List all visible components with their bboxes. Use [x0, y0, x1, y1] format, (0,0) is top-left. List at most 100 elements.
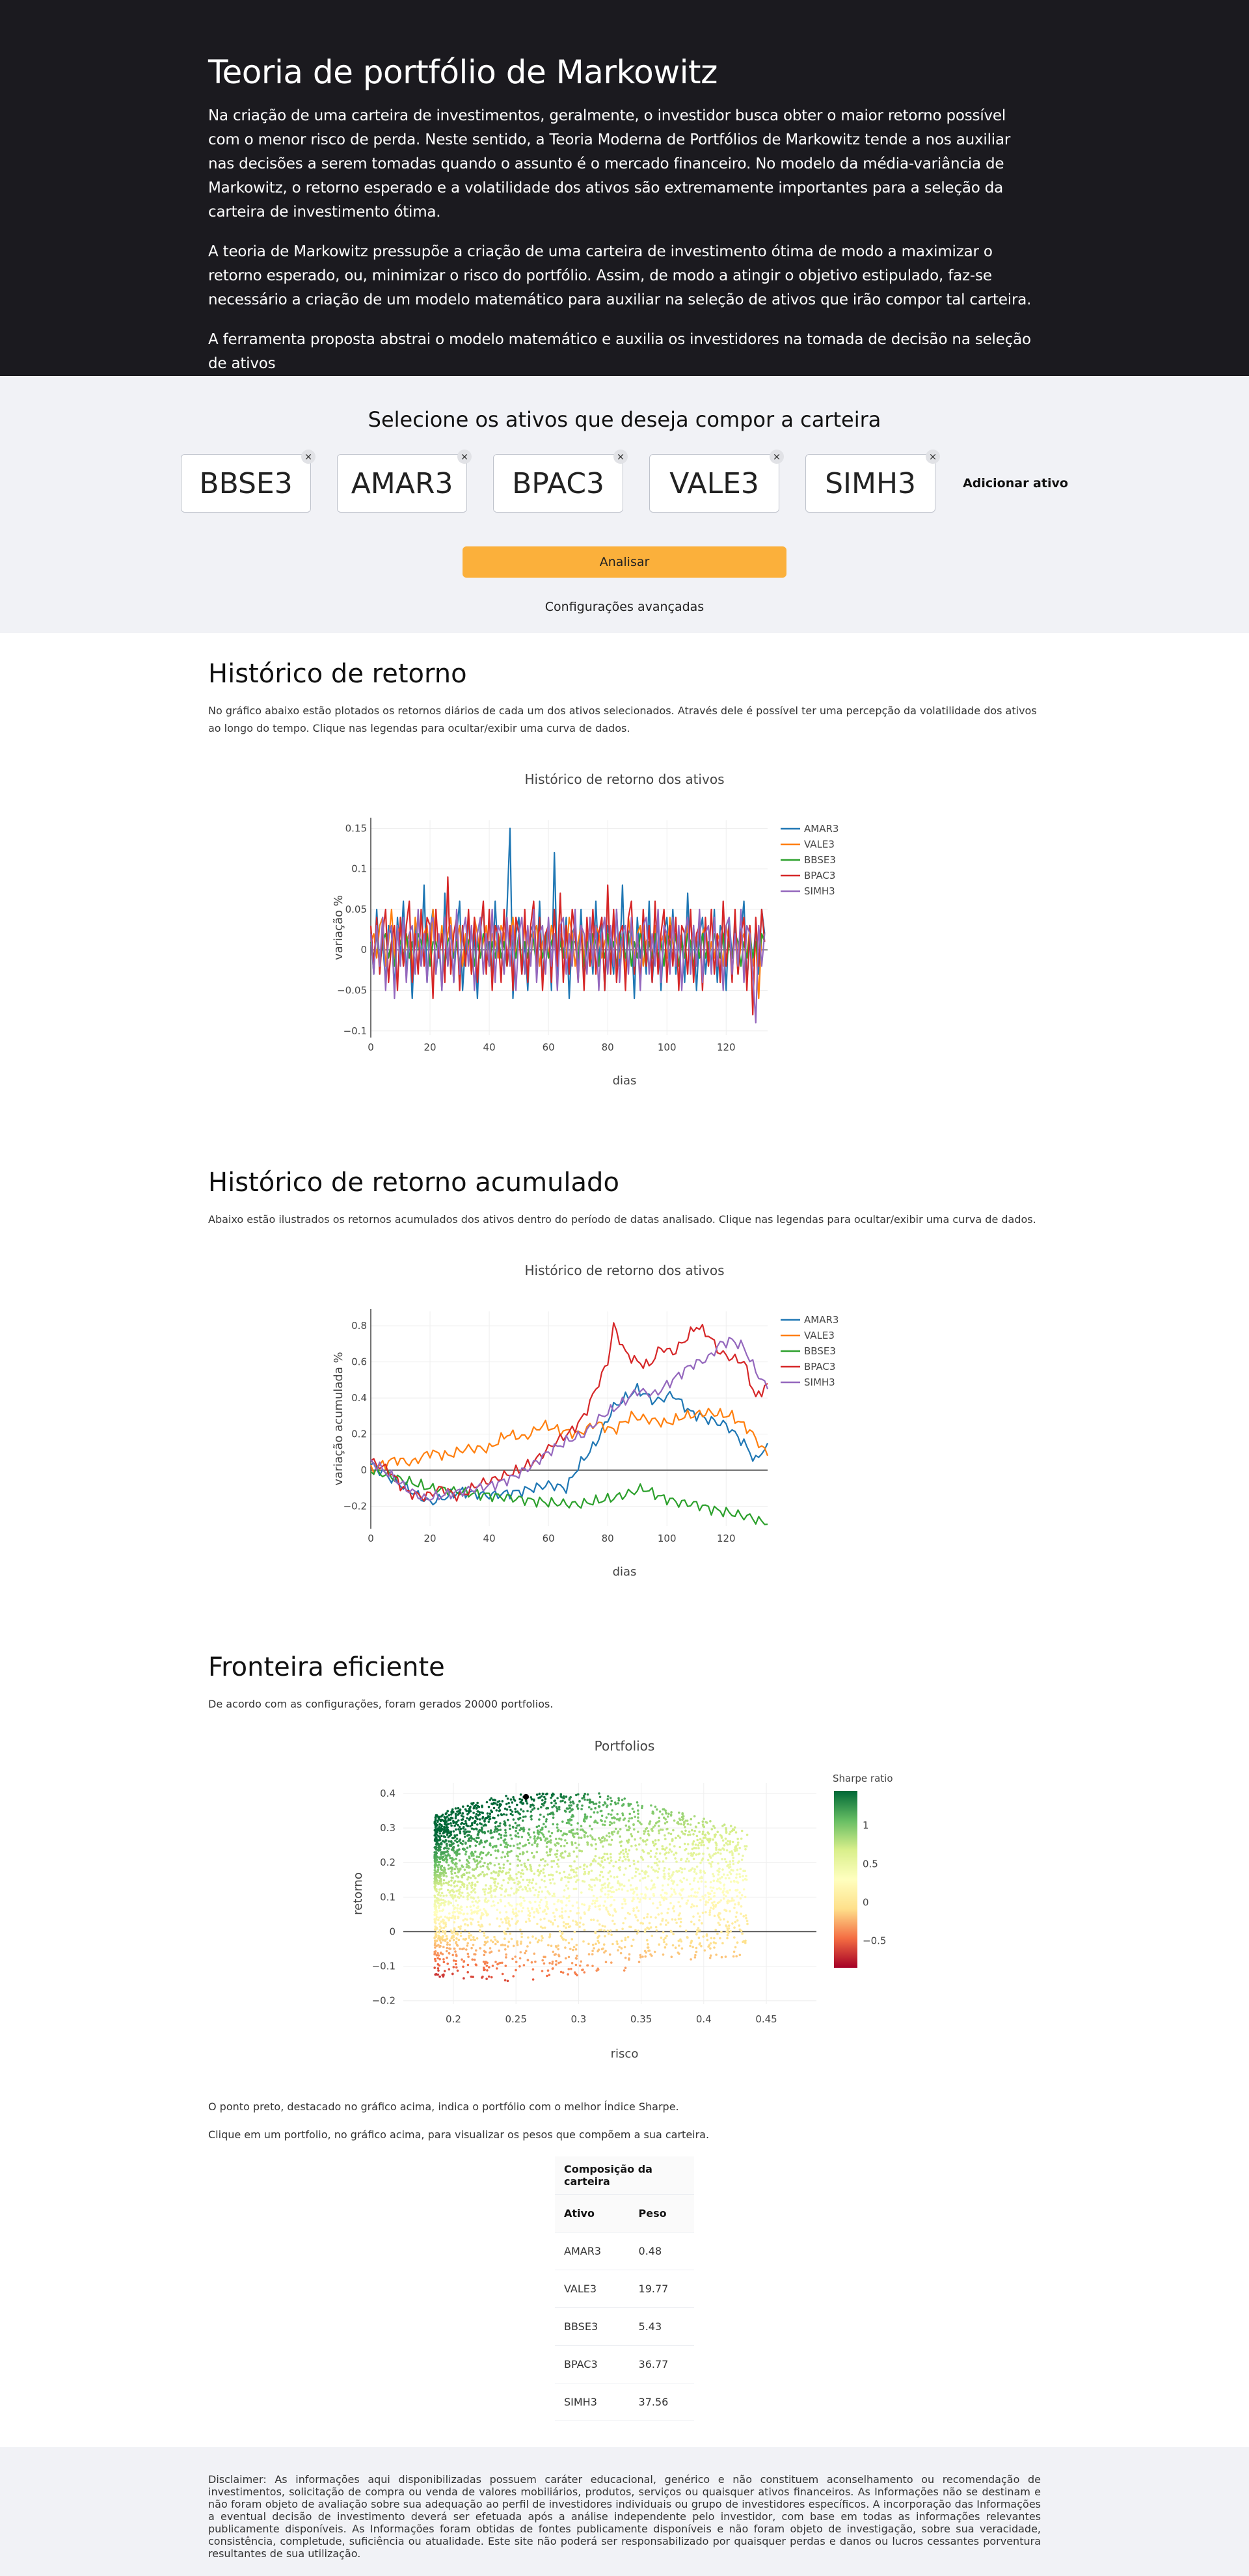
portfolio-point [483, 1931, 486, 1935]
portfolio-point [612, 1816, 615, 1819]
portfolio-point [693, 1895, 695, 1898]
portfolio-point [724, 1955, 727, 1958]
portfolio-point [656, 1847, 658, 1851]
portfolio-point [602, 1904, 605, 1907]
portfolio-point [604, 1900, 606, 1903]
portfolio-point [632, 1823, 635, 1826]
portfolio-point [541, 1799, 544, 1802]
portfolio-point [619, 1884, 622, 1887]
portfolio-point [621, 1883, 623, 1886]
portfolio-point [559, 1795, 562, 1798]
portfolio-point [539, 1907, 542, 1910]
portfolio-point [436, 1866, 440, 1869]
portfolio-point [629, 1803, 632, 1806]
portfolio-point [617, 1830, 620, 1833]
portfolio-point [587, 1953, 591, 1955]
asset-chip[interactable]: AMAR3 × [337, 449, 472, 513]
close-icon[interactable]: × [457, 449, 472, 464]
portfolio-point [497, 1838, 500, 1840]
portfolio-point [604, 1882, 606, 1885]
portfolio-point [435, 1973, 438, 1976]
portfolio-point [707, 1945, 710, 1948]
portfolio-point [627, 1859, 630, 1862]
portfolio-point [533, 1799, 535, 1802]
portfolio-point [649, 1953, 652, 1956]
portfolio-point [736, 1838, 739, 1840]
analyze-button[interactable]: Analisar [463, 546, 786, 578]
portfolio-point [533, 1911, 535, 1914]
portfolio-point [512, 1826, 515, 1829]
portfolio-point [433, 1950, 436, 1953]
portfolio-point [608, 1861, 611, 1864]
portfolio-point [509, 1894, 512, 1897]
portfolio-point [725, 1828, 727, 1831]
portfolio-point [663, 1940, 665, 1944]
portfolio-point [604, 1893, 607, 1896]
portfolio-point [637, 1929, 639, 1932]
portfolio-point [483, 1899, 487, 1901]
portfolio-point [489, 1844, 492, 1847]
portfolio-point [505, 1911, 508, 1914]
y-axis-label: variação % [332, 895, 345, 960]
portfolio-point [576, 1855, 578, 1858]
portfolio-point [438, 1938, 441, 1940]
portfolio-point [713, 1827, 716, 1829]
portfolio-point [701, 1857, 705, 1860]
portfolio-point [680, 1823, 682, 1825]
asset-chip[interactable]: VALE3 × [649, 449, 785, 513]
portfolio-point [573, 1930, 576, 1933]
portfolio-point [686, 1899, 690, 1902]
portfolio-point [515, 1835, 518, 1838]
portfolio-point [498, 1873, 500, 1877]
portfolio-point [436, 1821, 439, 1823]
portfolio-point [678, 1836, 682, 1839]
portfolio-point [603, 1837, 606, 1840]
portfolio-point [457, 1806, 460, 1810]
portfolio-point [448, 1947, 451, 1950]
portfolio-point [477, 1814, 479, 1817]
portfolio-point [476, 1805, 479, 1808]
portfolio-point [667, 1812, 670, 1816]
portfolio-point [437, 1816, 440, 1819]
close-icon[interactable]: × [770, 449, 785, 464]
advanced-settings-link[interactable]: Configurações avançadas [544, 600, 705, 614]
portfolio-point [612, 1890, 615, 1894]
close-icon[interactable]: × [613, 449, 628, 464]
asset-chip[interactable]: BBSE3 × [181, 449, 316, 513]
portfolio-point [465, 1866, 468, 1869]
close-icon[interactable]: × [926, 449, 941, 464]
portfolio-point [473, 1958, 476, 1961]
portfolio-point [522, 1816, 525, 1818]
portfolio-point [504, 1855, 507, 1858]
add-asset-button[interactable]: Adicionar ativo [963, 476, 1068, 490]
portfolio-point [457, 1925, 460, 1929]
portfolio-point [485, 1912, 488, 1915]
portfolio-point [492, 1799, 494, 1801]
portfolio-point [638, 1843, 641, 1846]
close-icon[interactable]: × [301, 449, 316, 464]
asset-chip[interactable]: BPAC3 × [493, 449, 628, 513]
portfolio-point [467, 1876, 470, 1879]
portfolio-point [643, 1930, 647, 1933]
portfolio-point [466, 1895, 469, 1898]
portfolio-point [632, 1888, 634, 1891]
portfolio-point [457, 1828, 460, 1831]
portfolio-point [585, 1815, 589, 1818]
portfolio-point [466, 1813, 469, 1816]
portfolio-point [664, 1818, 667, 1821]
portfolio-point [433, 1939, 436, 1942]
portfolio-point [519, 1801, 522, 1804]
portfolio-point [541, 1879, 543, 1881]
portfolio-point [679, 1917, 682, 1920]
portfolio-point [509, 1844, 512, 1847]
portfolio-point [490, 1976, 493, 1979]
portfolio-point [504, 1895, 506, 1898]
portfolio-point [699, 1877, 701, 1880]
portfolio-point [440, 1872, 443, 1875]
portfolio-point [614, 1827, 617, 1831]
portfolio-point [435, 1846, 438, 1849]
asset-chip[interactable]: SIMH3 × [805, 449, 941, 513]
